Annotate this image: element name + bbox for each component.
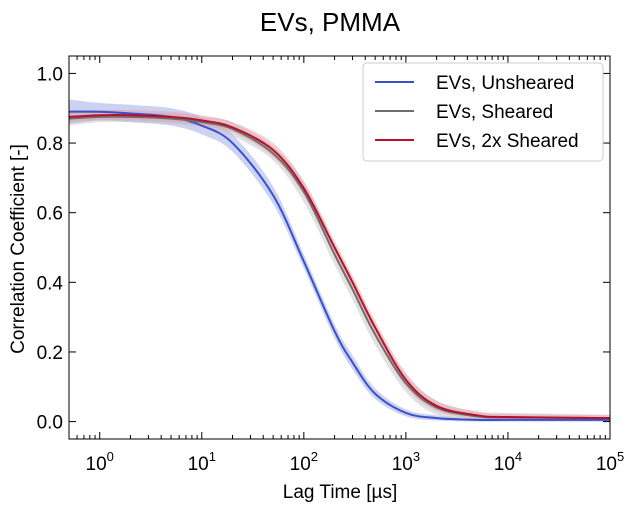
y-tick-label: 0.8 — [37, 134, 63, 155]
x-tick-label: 100 — [86, 449, 114, 475]
chart-title: EVs, PMMA — [260, 7, 401, 37]
y-axis-label: Correlation Coefficient [-] — [8, 144, 29, 354]
x-tick-label: 101 — [188, 449, 216, 475]
x-tick-label: 105 — [596, 449, 624, 475]
plot-frame — [68, 55, 611, 440]
y-tick-label: 0.0 — [37, 413, 63, 434]
legend-label: EVs, Unsheared — [436, 73, 574, 94]
series-lines — [68, 110, 611, 421]
x-tick-label: 104 — [494, 449, 522, 475]
x-tick-label: 102 — [290, 449, 318, 475]
y-tick-label: 0.6 — [37, 204, 63, 225]
series-line-evs-2x-sheared — [68, 113, 611, 420]
y-tick-label: 1.0 — [37, 64, 63, 85]
legend-box — [362, 62, 604, 162]
y-tick-label: 0.4 — [37, 273, 64, 294]
x-axis-label: Lag Time [µs] — [283, 482, 397, 503]
y-axis: 0.0 0.2 0.4 0.6 0.8 1.0 — [37, 64, 610, 434]
series-line-evs-sheared — [68, 115, 611, 420]
legend-label: EVs, 2x Sheared — [436, 131, 579, 152]
x-axis: 100 101 102 103 104 105 — [68, 56, 624, 475]
x-tick-label: 103 — [392, 449, 420, 475]
legend-label: EVs, Sheared — [436, 102, 553, 123]
y-tick-label: 0.2 — [37, 343, 63, 364]
legend: EVs, Unsheared EVs, Sheared EVs, 2x Sheare… — [362, 62, 604, 162]
